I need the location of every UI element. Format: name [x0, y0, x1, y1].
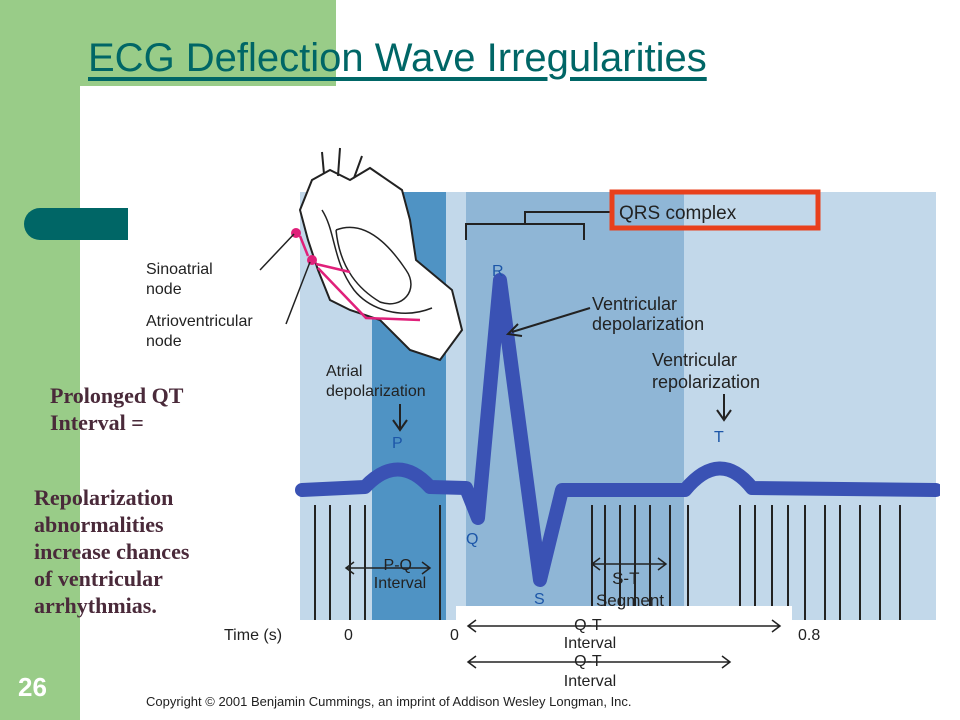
- copyright-text: Copyright © 2001 Benjamin Cummings, an i…: [146, 694, 632, 709]
- repolarization-text: Repolarization abnormalities increase ch…: [34, 484, 189, 619]
- time-axis-label: Time (s): [224, 627, 282, 644]
- qrs-bracket: [465, 211, 610, 240]
- ventricular-repolarization-label: Ventricular repolarization: [652, 350, 760, 392]
- ventricular-depolarization-arrow: [505, 307, 591, 337]
- qt-interval-label-1: Q-T Interval: [564, 617, 616, 652]
- decorative-tab: [24, 208, 128, 240]
- sinoatrial-leader: [259, 233, 295, 271]
- t-label: T: [714, 429, 724, 446]
- p-label: P: [392, 435, 403, 452]
- ventricular-depolarization-label: Ventricular depolarization: [592, 294, 704, 334]
- qt-interval-arrow-2: [466, 655, 732, 669]
- qt-interval-arrow-1: [466, 619, 782, 633]
- light-band-right: [684, 192, 936, 620]
- time-tick-0: 0: [344, 627, 353, 644]
- repolarization-line-1: Repolarization: [34, 485, 174, 510]
- prolonged-qt-line-2: Interval =: [50, 410, 144, 435]
- qrs-band: [466, 192, 684, 620]
- left-green-bar: [0, 0, 80, 720]
- sinoatrial-label: Sinoatrial node: [146, 261, 217, 298]
- time-tick-0-8: 0.8: [798, 627, 820, 644]
- qt-interval-box: [456, 606, 792, 690]
- content-corner: [80, 86, 190, 196]
- q-label: Q: [466, 531, 478, 548]
- grid-ticks: [314, 505, 901, 620]
- qt-interval-label-2: Q-T Interval: [564, 653, 616, 690]
- qrs-highlight-box: [609, 189, 821, 231]
- prolonged-qt-text: Prolonged QT Interval =: [50, 382, 183, 436]
- r-label: R: [492, 263, 504, 280]
- atrioventricular-leader: [285, 261, 311, 325]
- ventricular-repolarization-arrow: [716, 394, 732, 422]
- slide-title: ECG Deflection Wave Irregularities: [88, 36, 707, 80]
- pq-interval-label: P-Q Interval: [374, 557, 426, 592]
- st-segment-arrow: [590, 557, 668, 571]
- time-tick-partial: 0: [450, 627, 459, 644]
- slide-number: 26: [18, 672, 47, 702]
- top-green-bar: [0, 0, 336, 86]
- st-segment-label: S-T Segment: [596, 569, 664, 610]
- s-label: S: [534, 591, 545, 608]
- atrial-depolarization-label: Atrial depolarization: [326, 363, 426, 400]
- heart-illustration: [291, 147, 464, 362]
- atrial-arrow: [392, 404, 408, 432]
- prolonged-qt-line-1: Prolonged QT: [50, 383, 184, 408]
- repolarization-line-5: arrhythmias.: [34, 593, 157, 618]
- ecg-waveform: [295, 273, 940, 587]
- qrs-complex-label: QRS complex: [619, 203, 737, 224]
- repolarization-line-3: increase chances: [34, 539, 190, 564]
- pq-interval-arrow: [344, 561, 432, 575]
- ecg-diagram: QRS complex Sinoatrial node Atrioventric…: [146, 147, 940, 709]
- light-band-mid: [446, 192, 466, 620]
- repolarization-line-2: abnormalities: [34, 512, 164, 537]
- repolarization-line-4: of ventricular: [34, 566, 163, 591]
- atrioventricular-label: Atrioventricular node: [146, 313, 257, 350]
